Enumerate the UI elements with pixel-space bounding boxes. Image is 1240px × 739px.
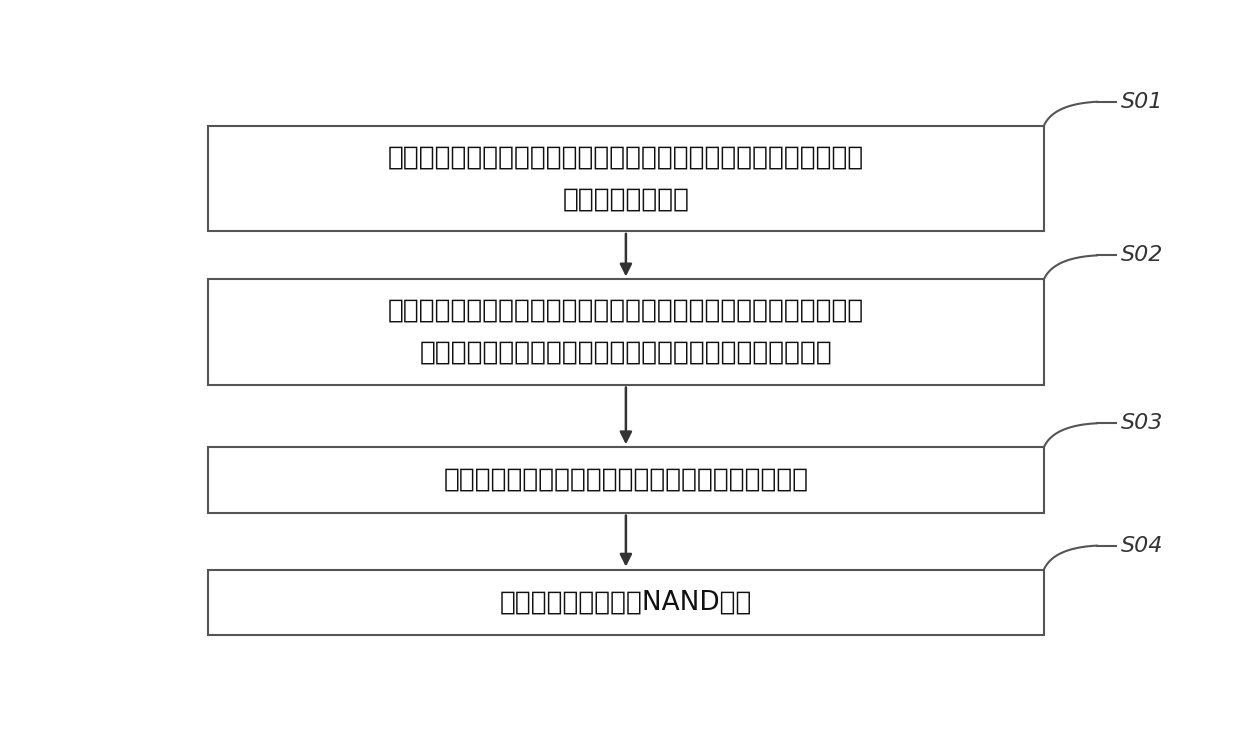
FancyBboxPatch shape: [208, 126, 1044, 231]
Text: 接收应用层软件下发的指令序列，并对所述指令序列解析，以从所述
指令序列模板中调用与所述指令序列相对应的指令序列模板: 接收应用层软件下发的指令序列，并对所述指令序列解析，以从所述 指令序列模板中调用…: [388, 298, 864, 366]
Text: 将所述子指令发送到NAND接口: 将所述子指令发送到NAND接口: [500, 589, 753, 616]
Text: S04: S04: [1121, 536, 1163, 556]
Text: S03: S03: [1121, 413, 1163, 433]
FancyBboxPatch shape: [208, 279, 1044, 384]
Text: S02: S02: [1121, 245, 1163, 265]
FancyBboxPatch shape: [208, 570, 1044, 635]
FancyBboxPatch shape: [208, 447, 1044, 513]
Text: 对调用的所述指令序列模板解析和重构，生成子指令: 对调用的所述指令序列模板解析和重构，生成子指令: [444, 467, 808, 493]
Text: 预定义多个包含指令模板的指令序列模板，所述指令模板包括指令类
型和固化指令参数: 预定义多个包含指令模板的指令序列模板，所述指令模板包括指令类 型和固化指令参数: [388, 144, 864, 212]
Text: S01: S01: [1121, 92, 1163, 112]
